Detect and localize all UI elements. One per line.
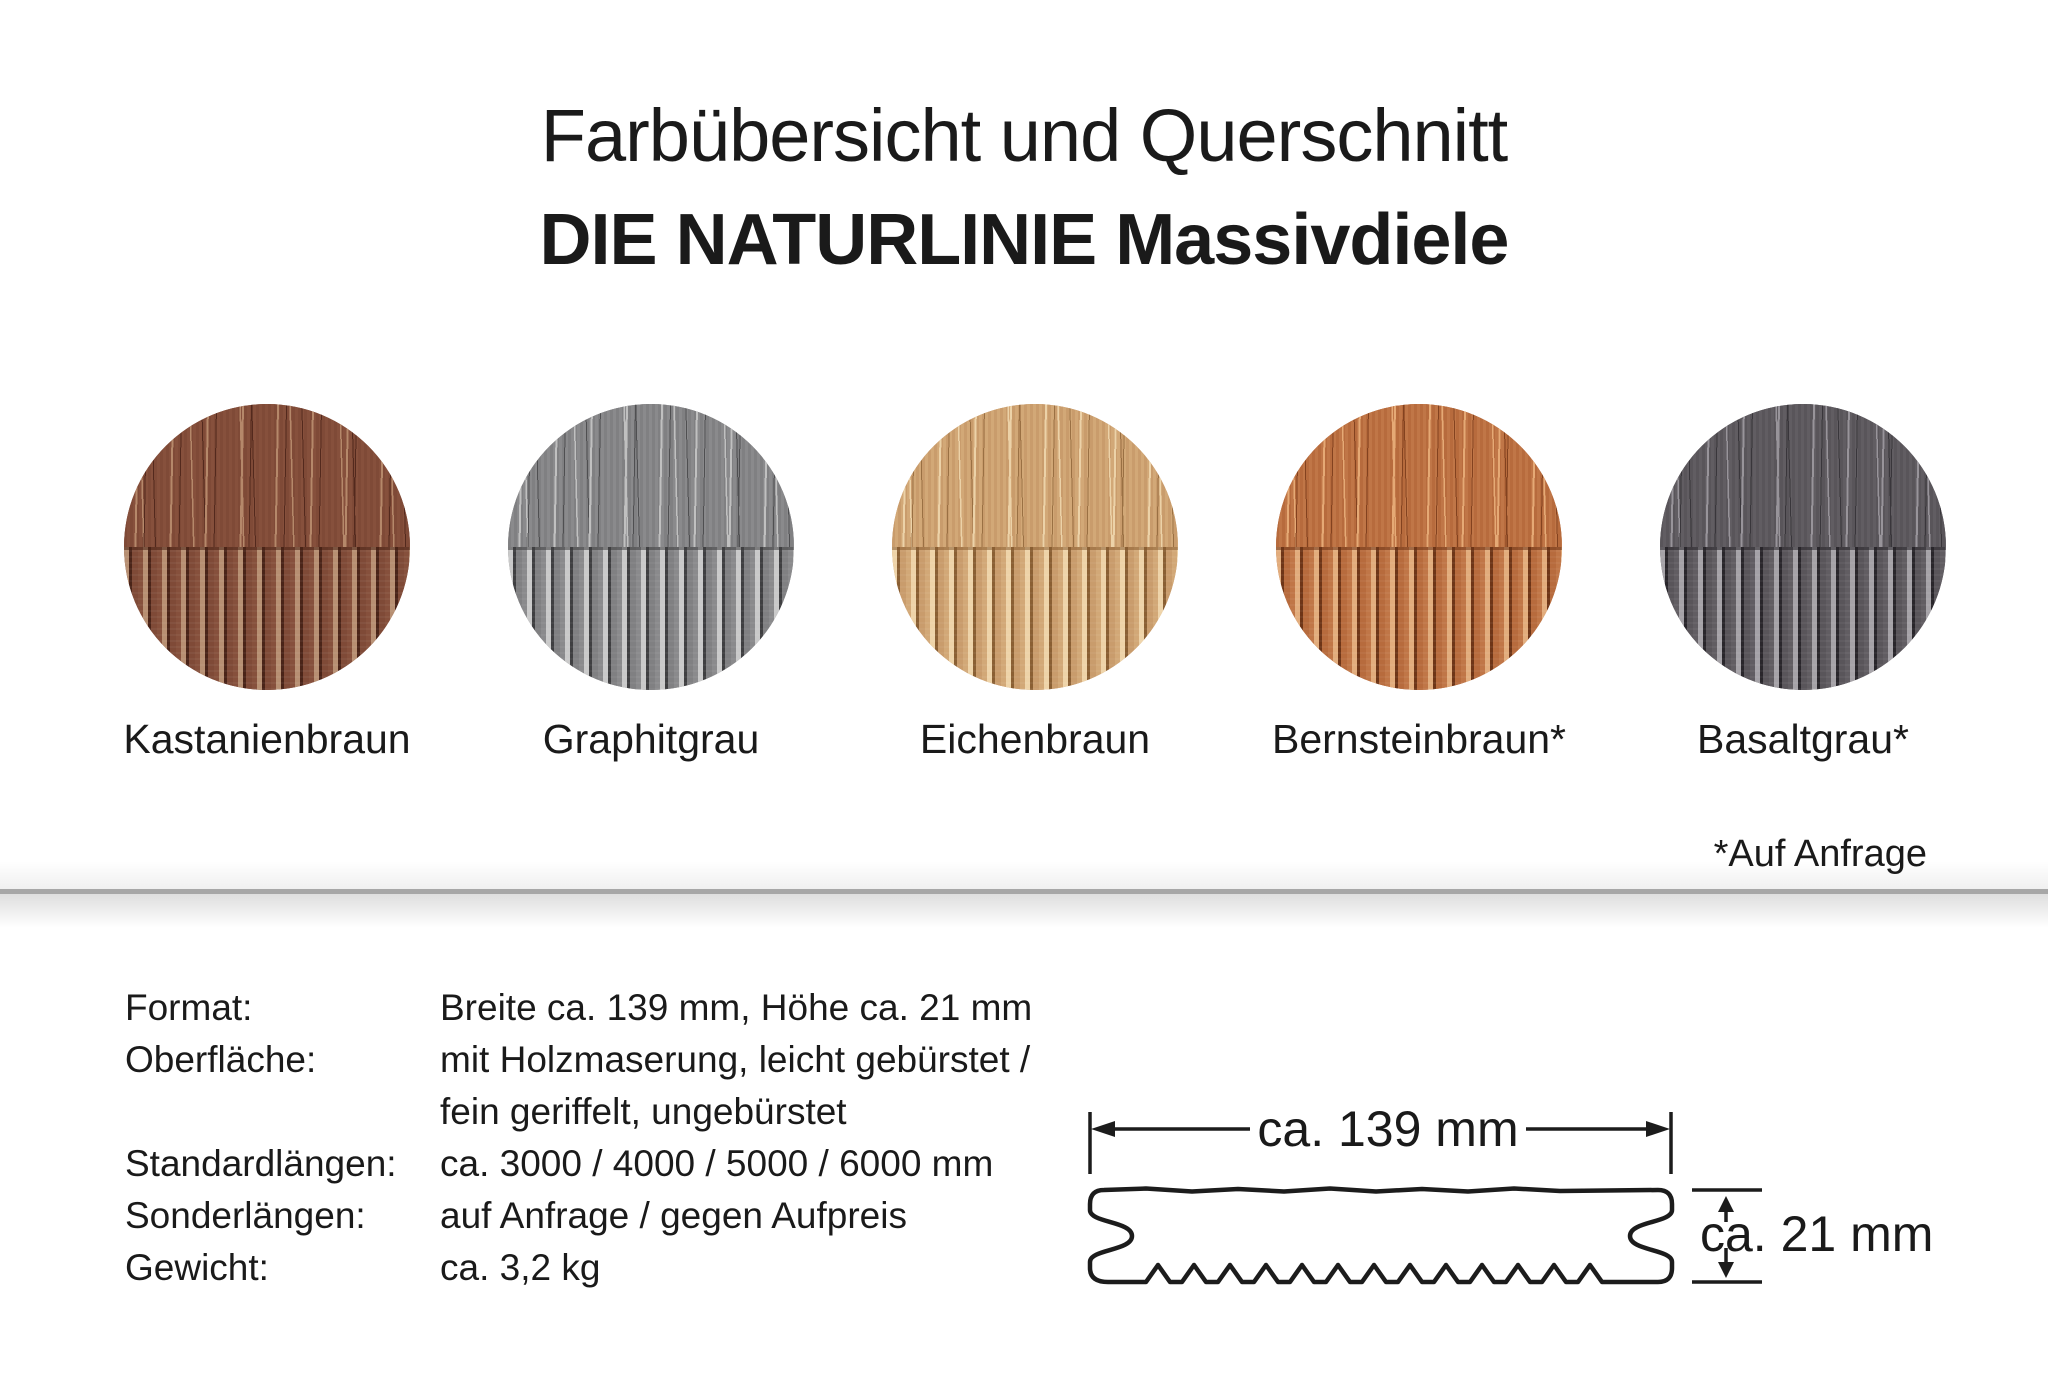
divider-top-gradient bbox=[0, 861, 2048, 889]
swatch-circle-kastanienbraun bbox=[124, 404, 410, 690]
spec-row-oberflaeche: Oberfläche: mit Holzmaserung, leicht geb… bbox=[125, 1034, 1032, 1086]
woodgrain-texture bbox=[1660, 404, 1946, 547]
swatch-label-bernsteinbraun: Bernsteinbraun* bbox=[1271, 716, 1567, 762]
spec-row-gewicht: Gewicht: ca. 3,2 kg bbox=[125, 1242, 1032, 1294]
spec-label: Format: bbox=[125, 987, 253, 1028]
woodgrain-texture bbox=[508, 404, 794, 547]
swatch-label-basaltgrau: Basaltgrau* bbox=[1697, 716, 1909, 762]
swatch-circle-bernsteinbraun bbox=[1276, 404, 1562, 690]
spec-row-format: Format: Breite ca. 139 mm, Höhe ca. 21 m… bbox=[125, 982, 1032, 1034]
plank-profile bbox=[1087, 1186, 1675, 1285]
swatch-label-graphitgrau: Graphitgrau bbox=[542, 716, 760, 762]
ribbed-texture bbox=[1660, 547, 1946, 690]
cross-section-diagram: ca. 139 mm ca. 21 mm bbox=[1087, 1101, 1933, 1285]
spec-label: Oberfläche: bbox=[125, 1039, 317, 1080]
ribbed-texture bbox=[1276, 547, 1562, 690]
spec-value: fein geriffelt, ungebürstet bbox=[440, 1091, 847, 1132]
width-dimension: ca. 139 mm bbox=[1088, 1101, 1673, 1174]
height-dimension: ca. 21 mm bbox=[1692, 1188, 1933, 1284]
ribbed-texture bbox=[892, 547, 1178, 690]
spec-table: Format: Breite ca. 139 mm, Höhe ca. 21 m… bbox=[125, 982, 1032, 1294]
woodgrain-texture bbox=[124, 404, 410, 547]
spec-label: Standardlängen: bbox=[125, 1143, 397, 1184]
swatch-graphitgrau: Graphitgrau bbox=[508, 404, 794, 824]
swatch-kastanienbraun: Kastanienbraun bbox=[123, 404, 411, 824]
woodgrain-texture bbox=[892, 404, 1178, 547]
swatch-label-kastanienbraun: Kastanienbraun bbox=[123, 716, 411, 762]
ribbed-texture bbox=[508, 547, 794, 690]
swatch-bernsteinbraun: Bernsteinbraun* bbox=[1272, 404, 1566, 824]
width-dimension-label: ca. 139 mm bbox=[1257, 1101, 1518, 1157]
spec-row-sonderlaengen: Sonderlängen: auf Anfrage / gegen Aufpre… bbox=[125, 1190, 1032, 1242]
spec-value: ca. 3000 / 4000 / 5000 / 6000 mm bbox=[440, 1143, 994, 1184]
swatch-label-eichenbraun: Eichenbraun bbox=[919, 716, 1151, 762]
spec-value: mit Holzmaserung, leicht gebürstet / bbox=[440, 1039, 1031, 1080]
divider-shadow bbox=[0, 894, 2048, 928]
swatch-eichenbraun: Eichenbraun bbox=[892, 404, 1178, 824]
spec-row-standardlaengen: Standardlängen: ca. 3000 / 4000 / 5000 /… bbox=[125, 1138, 1032, 1190]
section-divider bbox=[0, 889, 2048, 894]
swatch-circle-graphitgrau bbox=[508, 404, 794, 690]
page-subtitle: DIE NATURLINIE Massivdiele bbox=[539, 200, 1510, 280]
swatch-circle-basaltgrau bbox=[1660, 404, 1946, 690]
spec-label bbox=[125, 1086, 440, 1138]
height-dimension-label: ca. 21 mm bbox=[1700, 1206, 1933, 1262]
page-title: Farbübersicht und Querschnitt bbox=[540, 94, 1508, 177]
spec-label: Sonderlängen: bbox=[125, 1195, 366, 1236]
spec-value: auf Anfrage / gegen Aufpreis bbox=[440, 1195, 907, 1236]
woodgrain-texture bbox=[1276, 404, 1562, 547]
spec-row-oberflaeche-cont: fein geriffelt, ungebürstet bbox=[125, 1086, 1032, 1138]
swatch-basaltgrau: Basaltgrau* bbox=[1660, 404, 1946, 824]
spec-value: ca. 3,2 kg bbox=[440, 1247, 601, 1288]
on-request-note: *Auf Anfrage bbox=[1713, 833, 1927, 875]
spec-label: Gewicht: bbox=[125, 1247, 269, 1288]
spec-value: Breite ca. 139 mm, Höhe ca. 21 mm bbox=[440, 987, 1033, 1028]
ribbed-texture bbox=[124, 547, 410, 690]
swatch-circle-eichenbraun bbox=[892, 404, 1178, 690]
